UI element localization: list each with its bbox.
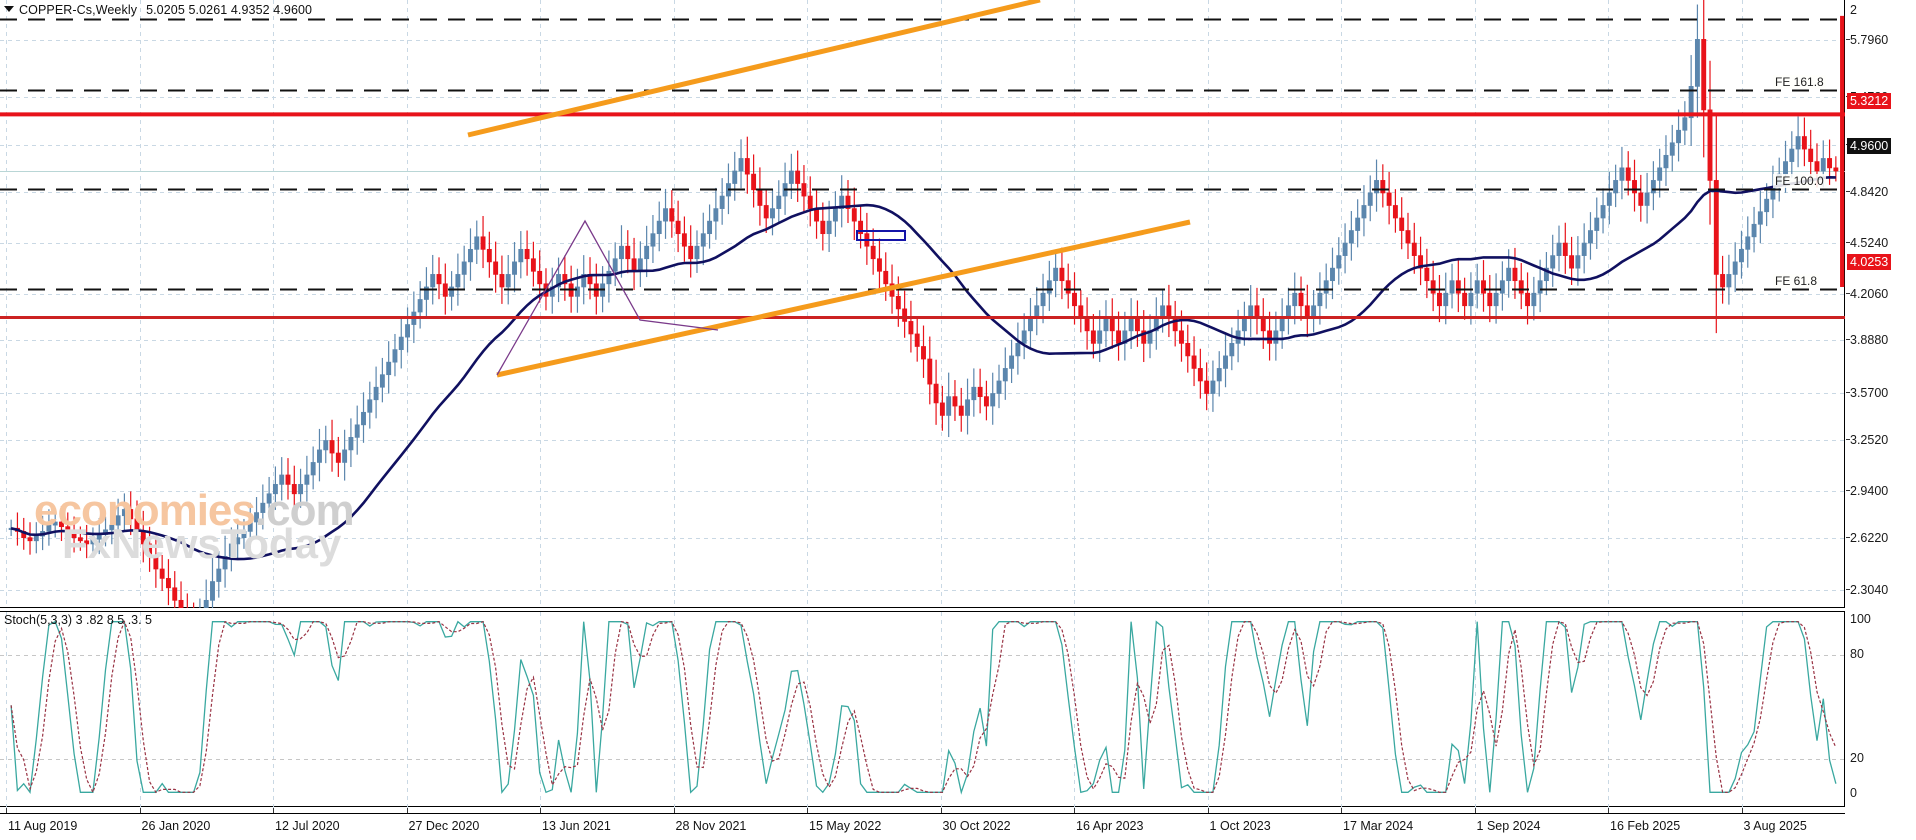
- stochastic-header: Stoch(5,3,3) 3 .82 8 5 .3. 5: [4, 613, 153, 627]
- symbol-header: COPPER-Cs,Weekly 5.0205 5.0261 4.9352 4.9…: [4, 3, 312, 17]
- trendline-measured-move: [496, 219, 719, 376]
- date-tick-13: 3 Aug 2025: [1743, 819, 1807, 833]
- date-tickmark: [1074, 808, 1076, 813]
- date-tick-0: 11 Aug 2019: [8, 819, 78, 833]
- date-tick-8: 16 Apr 2023: [1076, 819, 1144, 833]
- price-tick-4.8420: 4.8420: [1845, 185, 1889, 199]
- fib-label-1000: FE 100.0: [1773, 174, 1826, 189]
- date-tickmark: [6, 808, 7, 813]
- date-tick-6: 15 May 2022: [809, 819, 882, 833]
- price-axis[interactable]: 25.79605.47805.16004.84204.52404.20603.8…: [1845, 0, 1916, 643]
- trendline-upper-channel: [467, 0, 1041, 138]
- date-tick-1: 26 Jan 2020: [141, 819, 211, 833]
- date-tickmark: [406, 808, 408, 813]
- current-price-label: 4.9600: [1847, 138, 1892, 154]
- date-tick-2: 12 Jul 2020: [275, 819, 340, 833]
- price-chart-panel[interactable]: [0, 0, 1845, 608]
- price-plot: [0, 0, 1845, 608]
- support-price-label: 4.0253: [1847, 254, 1892, 270]
- date-tickmark: [1741, 808, 1743, 813]
- ohlc-values: 5.0205 5.0261 4.9352 4.9600: [146, 3, 313, 17]
- fib-label-1618: FE 161.8: [1773, 74, 1826, 89]
- date-tick-3: 27 Dec 2020: [408, 819, 480, 833]
- candlestick-series: [8, 0, 1845, 608]
- moving-average-line: [10, 175, 1836, 561]
- price-tick-5.7960: 5.7960: [1845, 33, 1889, 47]
- price-tick-2.9400: 2.9400: [1845, 484, 1889, 498]
- date-tickmark: [940, 808, 942, 813]
- price-tick-4.2060: 4.2060: [1845, 287, 1889, 301]
- date-tick-12: 16 Feb 2025: [1610, 819, 1681, 833]
- resistance-price-label: 5.3212: [1847, 93, 1892, 109]
- date-tick-9: 1 Oct 2023: [1209, 819, 1271, 833]
- date-tick-7: 30 Oct 2022: [942, 819, 1011, 833]
- date-tickmark: [273, 808, 274, 813]
- date-tickmark: [1207, 808, 1209, 813]
- stochastic-plot: [0, 612, 1845, 808]
- stoch-d-line: [10, 620, 1837, 794]
- date-tickmark: [540, 808, 541, 813]
- date-tick-4: 13 Jun 2021: [542, 819, 611, 833]
- stochastic-panel[interactable]: [0, 611, 1845, 808]
- price-tick-partial: 2: [1850, 3, 1857, 17]
- consolidation-box: [856, 230, 906, 241]
- date-tick-11: 1 Sep 2024: [1476, 819, 1541, 833]
- trendline-lower-channel: [496, 219, 1191, 378]
- price-tick-3.5700: 3.5700: [1845, 386, 1889, 400]
- price-tick-4.5240: 4.5240: [1845, 236, 1889, 250]
- triangle-down-icon[interactable]: [4, 6, 14, 12]
- price-tick-2.6220: 2.6220: [1845, 531, 1889, 545]
- stoch-tick-80: 80: [1850, 646, 1864, 661]
- price-tick-3.2520: 3.2520: [1845, 433, 1889, 447]
- stoch-tick-0: 0: [1850, 786, 1857, 800]
- date-tickmark: [1608, 808, 1610, 813]
- symbol-name: COPPER-Cs,Weekly: [19, 3, 138, 17]
- date-tickmark: [1341, 808, 1343, 813]
- date-tickmark: [673, 808, 675, 813]
- stochastic-axis[interactable]: 100 80 20 0: [1846, 611, 1916, 807]
- stoch-tick-100: 100: [1850, 612, 1871, 626]
- date-tickmark: [1474, 808, 1476, 813]
- date-tickmark: [139, 808, 141, 813]
- date-tickmark: [807, 808, 808, 813]
- price-tick-2.3040: 2.3040: [1845, 583, 1889, 597]
- date-axis[interactable]: 11 Aug 2019 26 Jan 2020 12 Jul 2020 27 Dec …: [0, 808, 1916, 840]
- fib-label-618: FE 61.8: [1773, 274, 1820, 289]
- stoch-tick-20: 20: [1850, 751, 1864, 766]
- price-tick-3.8880: 3.8880: [1845, 333, 1889, 347]
- date-tick-5: 28 Nov 2021: [675, 819, 747, 833]
- date-tick-10: 17 Mar 2024: [1343, 819, 1414, 833]
- axis-line: [0, 813, 1845, 814]
- stoch-k-line: [10, 620, 1837, 795]
